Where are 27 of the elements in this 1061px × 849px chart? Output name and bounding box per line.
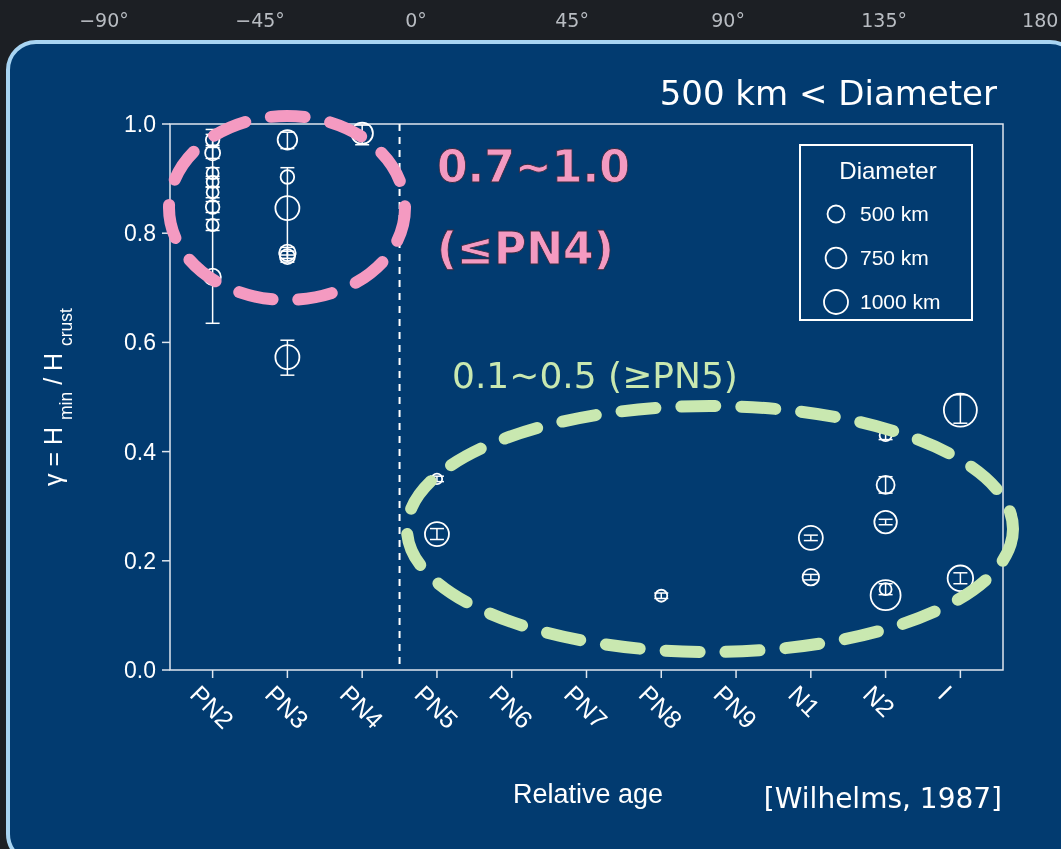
x-tick-label: N2 bbox=[858, 679, 901, 723]
x2-tick-label: 90° bbox=[711, 9, 745, 31]
y-tick-label: 0.0 bbox=[124, 657, 156, 684]
annotation: 0.1∼0.5 (≥PN5) bbox=[452, 355, 738, 396]
x-tick-label: PN9 bbox=[708, 679, 763, 734]
x2-tick-label: 0° bbox=[405, 9, 427, 31]
x2-tick-label: 180 bbox=[1022, 9, 1059, 31]
text: [Wilhelms, 1987] bbox=[763, 782, 1002, 815]
y-tick-label: 0.2 bbox=[124, 547, 156, 574]
x-axis-title: Relative age bbox=[512, 779, 664, 809]
legend-label: 1000 km bbox=[860, 290, 941, 314]
y-tick-label: 0.4 bbox=[124, 438, 157, 465]
x2-tick-label: −90° bbox=[79, 9, 129, 31]
legend-label: 500 km bbox=[860, 202, 929, 226]
legend-title: Diameter bbox=[839, 157, 937, 184]
x2-tick-label: 135° bbox=[861, 9, 908, 31]
y-tick-label: 0.6 bbox=[124, 329, 156, 356]
x2-tick-label: 45° bbox=[555, 9, 589, 31]
x-tick-label: I bbox=[932, 679, 958, 705]
y-tick-label: 1.0 bbox=[124, 111, 156, 138]
x2-tick-label: −45° bbox=[235, 9, 285, 31]
x-tick-label: N1 bbox=[783, 679, 826, 723]
y-tick-label: 0.8 bbox=[124, 220, 156, 247]
legend-label: 750 km bbox=[860, 246, 929, 270]
annotation: 0.7∼1.0 (≤PN4) bbox=[437, 141, 630, 274]
x-tick-label: PN7 bbox=[558, 679, 614, 734]
text: 500 km < Diameter bbox=[659, 73, 998, 113]
